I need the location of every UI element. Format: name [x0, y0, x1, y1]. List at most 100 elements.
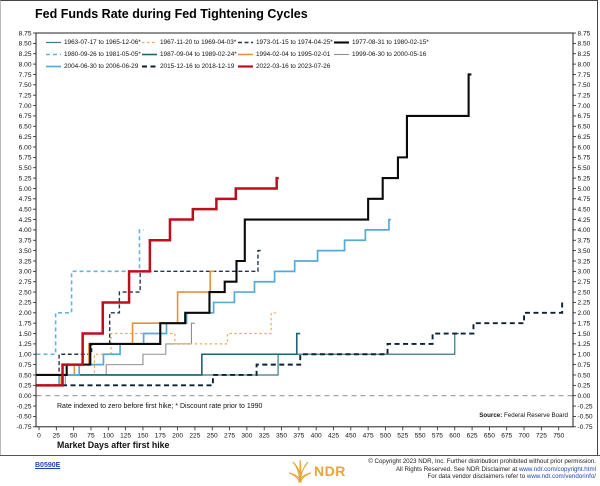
- legend-item: 1963-07-17 to 1965-12-06*: [46, 39, 141, 46]
- legend-label: 1994-02-04 to 1995-02-01: [256, 51, 331, 58]
- y-tick-label-left: 7.25: [19, 92, 32, 99]
- y-tick-label-left: 3.25: [19, 258, 32, 265]
- y-tick-label-right: 5.25: [578, 175, 591, 182]
- y-tick-label-right: 0.00: [578, 393, 591, 400]
- x-tick-label: 675: [501, 432, 512, 439]
- copyright-link[interactable]: www.ndr.com/copyright.html: [518, 465, 596, 473]
- y-tick-label-left: 6.25: [19, 134, 32, 141]
- y-tick-label-left: 0.25: [19, 383, 32, 390]
- figure-id-link[interactable]: B0590E: [35, 462, 61, 469]
- x-tick-label: 100: [103, 432, 114, 439]
- x-tick-label: 475: [363, 432, 374, 439]
- legend-item: 1994-02-04 to 1995-02-01: [238, 51, 330, 58]
- y-tick-label-left: 4.00: [19, 227, 32, 234]
- x-tick-label: 0: [37, 432, 41, 439]
- y-tick-label-left: 4.25: [19, 217, 32, 224]
- x-tick-label: 225: [189, 432, 200, 439]
- y-tick-label-left: 4.50: [19, 206, 32, 213]
- y-tick-label-left: 0.50: [19, 372, 32, 379]
- x-tick-label: 450: [345, 432, 356, 439]
- y-tick-label-right: 0.25: [578, 383, 591, 390]
- y-tick-label-left: 5.50: [19, 165, 32, 172]
- series-line-2015-12-16: [36, 301, 565, 387]
- y-tick-label-right: 6.00: [578, 144, 591, 151]
- y-tick-label-right: 3.50: [578, 248, 591, 255]
- x-tick-label: 150: [137, 432, 148, 439]
- y-tick-label-right: 1.50: [578, 331, 591, 338]
- ndr-logo-icon: [288, 459, 312, 483]
- legend-line-sample: [46, 41, 61, 44]
- footer-bar: B0590E NDR © Copyright 2023 NDR, Inc. Fu…: [0, 455, 600, 486]
- y-tick-label-right: 0.50: [578, 372, 591, 379]
- legend-line-sample: [334, 53, 349, 56]
- legend-item: 1967-11-20 to 1969-04-03*: [142, 39, 236, 46]
- x-tick-label: 575: [432, 432, 443, 439]
- y-tick-label-right: 4.75: [578, 196, 591, 203]
- y-tick-label-left: 3.50: [19, 248, 32, 255]
- x-tick-label: 400: [311, 432, 322, 439]
- y-tick-label-left: 7.75: [19, 72, 32, 79]
- y-tick-label-left: 8.50: [19, 41, 32, 48]
- x-tick-label: 550: [415, 432, 426, 439]
- y-tick-label-left: 6.00: [19, 144, 32, 151]
- x-tick-label: 125: [120, 432, 131, 439]
- vendor-link[interactable]: www.ndr.com/vendorinfo/: [526, 473, 596, 481]
- legend-label: 1999-06-30 to 2000-05-16: [352, 51, 427, 58]
- y-tick-label-right: 2.50: [578, 289, 591, 296]
- y-tick-label-left: 2.25: [19, 300, 32, 307]
- y-tick-label-right: -0.75: [578, 424, 593, 431]
- y-tick-label-right: 7.25: [578, 92, 591, 99]
- y-tick-label-left: 4.75: [19, 196, 32, 203]
- y-tick-label-right: 1.75: [578, 320, 591, 327]
- y-tick-label-right: 6.75: [578, 113, 591, 120]
- legend-label: 1980-09-26 to 1981-05-05*: [64, 51, 141, 58]
- y-tick-label-right: 1.00: [578, 352, 591, 359]
- x-tick-label: 25: [53, 432, 61, 439]
- figure-border: [0, 0, 598, 455]
- y-tick-label-left: 6.50: [19, 124, 32, 131]
- x-tick-label: 725: [536, 432, 547, 439]
- x-tick-label: 175: [155, 432, 166, 439]
- y-tick-label-left: 0.75: [19, 362, 32, 369]
- x-tick-label: 350: [276, 432, 287, 439]
- legend-label: 1973-01-15 to 1974-04-25*: [256, 39, 333, 46]
- plot-frame: [35, 32, 574, 428]
- y-tick-label-left: 1.50: [19, 331, 32, 338]
- y-tick-label-left: 7.50: [19, 82, 32, 89]
- y-tick-label-right: 1.25: [578, 341, 591, 348]
- legend-item: 1980-09-26 to 1981-05-05*: [46, 51, 141, 58]
- y-tick-label-left: 6.75: [19, 113, 32, 120]
- y-tick-label-right: 6.50: [578, 124, 591, 131]
- x-tick-label: 625: [467, 432, 478, 439]
- y-tick-label-left: 5.75: [19, 155, 32, 162]
- x-tick-label: 325: [259, 432, 270, 439]
- y-tick-label-left: 8.00: [19, 61, 32, 68]
- y-tick-label-right: 4.00: [578, 227, 591, 234]
- x-axis-title: Market Days after first hike: [57, 440, 170, 450]
- source-value: Federal Reserve Board: [504, 412, 568, 419]
- y-tick-label-right: 5.75: [578, 155, 591, 162]
- legend-line-sample: [142, 53, 157, 56]
- legend-item: 1987-09-04 to 1989-02-24*: [142, 51, 237, 58]
- y-tick-label-right: 5.50: [578, 165, 591, 172]
- legend-line-sample: [46, 65, 61, 68]
- legend-item: 1999-06-30 to 2000-05-16: [334, 51, 426, 58]
- x-tick-label: 75: [87, 432, 95, 439]
- legend-item: 1973-01-15 to 1974-04-25*: [238, 39, 333, 46]
- y-tick-label-left: 2.00: [19, 310, 32, 317]
- x-tick-label: 300: [241, 432, 252, 439]
- y-tick-label-right: -0.50: [578, 414, 593, 421]
- y-tick-label-right: 5.00: [578, 186, 591, 193]
- y-tick-label-right: 8.25: [578, 51, 591, 58]
- legend-line-sample: [142, 41, 157, 44]
- y-tick-label-left: 5.25: [19, 175, 32, 182]
- y-tick-label-right: 3.75: [578, 238, 591, 245]
- legend-item: 2004-06-30 to 2006-06-29: [46, 63, 138, 70]
- chart-title: Fed Funds Rate during Fed Tightening Cyc…: [35, 7, 308, 21]
- y-tick-label-left: 8.25: [19, 51, 32, 58]
- x-tick-label: 525: [397, 432, 408, 439]
- legend-item: 1977-08-31 to 1980-02-15*: [334, 39, 429, 46]
- y-tick-label-right: 7.75: [578, 72, 591, 79]
- y-tick-label-left: -0.75: [16, 424, 31, 431]
- y-tick-label-left: 2.50: [19, 289, 32, 296]
